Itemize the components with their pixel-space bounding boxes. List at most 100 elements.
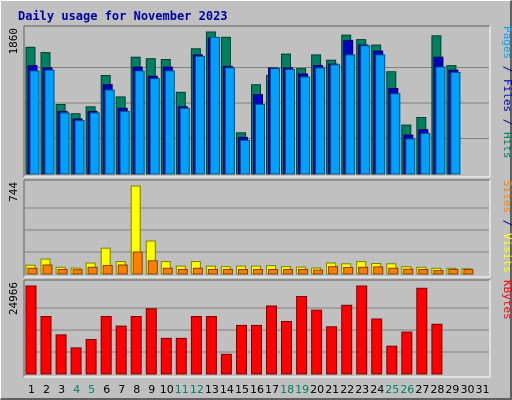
bar-pages-day-28 [435, 66, 446, 175]
legend-label: KBytes [501, 280, 512, 320]
bar-pages-day-19 [300, 76, 311, 175]
bar-pages-day-10 [164, 70, 175, 175]
x-tick-label: 11 [175, 383, 189, 396]
bar-sites-day-1 [27, 267, 38, 275]
x-tick-label: 27 [415, 383, 429, 396]
legend-kbytes: KBytes [501, 280, 512, 320]
x-tick-label: 22 [340, 383, 354, 396]
legend-sites: Sites [501, 180, 512, 213]
bar-sites-day-24 [373, 266, 384, 275]
bar-pages-day-29 [450, 72, 461, 175]
bar-kbytes-day-23 [356, 285, 368, 375]
bar-kbytes-day-13 [205, 316, 217, 375]
x-tick-label: 4 [73, 383, 80, 396]
bar-sites-day-19 [298, 269, 309, 275]
bar-kbytes-day-16 [251, 324, 262, 375]
bar-pages-day-23 [360, 45, 371, 175]
bar-kbytes-day-14 [220, 353, 232, 375]
legend-sep-3: / [501, 112, 512, 132]
bar-pages-day-24 [375, 54, 386, 175]
bar-sites-day-29 [448, 269, 459, 275]
bar-sites-day-16 [253, 269, 263, 275]
legend-visits: Visits [501, 233, 512, 273]
bar-pages-day-16 [255, 104, 265, 175]
bar-pages-day-15 [240, 139, 250, 175]
bar-kbytes-day-12 [190, 316, 202, 375]
bar-sites-day-21 [328, 266, 339, 275]
legend-label: Sites / Visits [501, 180, 512, 273]
chart-panels: 1860 Pages / Files / Hits 744 Sites / Visit… [7, 25, 512, 378]
bar-sites-day-10 [162, 267, 173, 275]
bar-pages-day-4 [74, 120, 85, 175]
bar-pages-day-3 [59, 112, 70, 175]
x-tick-label: 14 [220, 383, 234, 396]
legend-sep-1: / [501, 213, 512, 233]
x-tick-label: 26 [400, 383, 414, 396]
legend-label: Pages / Files / Hits [501, 26, 512, 159]
bar-pages-day-17 [270, 68, 280, 175]
bar-sites-day-14 [222, 269, 233, 275]
bar-sites-day-18 [283, 269, 293, 275]
x-tick-label: 31 [476, 383, 490, 396]
bar-pages-day-18 [285, 68, 295, 175]
bar-pages-day-5 [89, 112, 100, 175]
bar-sites-day-13 [207, 269, 218, 275]
legend-hits: Hits [501, 132, 512, 159]
bar-pages-day-20 [315, 67, 326, 175]
bar-kbytes-day-15 [236, 324, 247, 375]
bar-pages-day-1 [29, 70, 40, 175]
chart-title: Daily usage for November 2023 [18, 9, 228, 23]
bar-kbytes-day-28 [431, 323, 443, 375]
bar-sites-day-5 [87, 266, 98, 275]
panel-3: 24966 KBytes [7, 279, 512, 378]
bar-kbytes-day-22 [341, 304, 353, 375]
bar-pages-day-6 [104, 89, 115, 175]
x-tick-label: 23 [355, 383, 369, 396]
panel-background [24, 180, 490, 277]
bar-kbytes-day-5 [85, 339, 97, 375]
bar-sites-day-25 [388, 267, 399, 275]
bar-pages-day-11 [179, 107, 190, 175]
bar-sites-day-7 [117, 264, 128, 275]
x-tick-label: 12 [190, 383, 204, 396]
x-tick-label: 7 [118, 383, 125, 396]
bar-kbytes-day-19 [296, 296, 308, 375]
bar-pages-day-26 [405, 138, 416, 175]
bar-sites-day-4 [72, 269, 83, 275]
bar-kbytes-day-27 [416, 287, 428, 375]
panel-2: 744 Sites / Visits [7, 179, 512, 278]
bar-sites-day-23 [358, 266, 369, 275]
bar-sites-day-8 [132, 251, 143, 275]
bar-sites-day-26 [403, 268, 414, 275]
bar-pages-day-22 [345, 54, 356, 175]
y-max-label: 1860 [7, 28, 20, 55]
x-tick-label: 24 [370, 383, 384, 396]
x-tick-label: 18 [280, 383, 294, 396]
bar-pages-day-14 [224, 67, 235, 175]
y-max-label: 744 [7, 182, 20, 202]
panel-1: 1860 Pages / Files / Hits [7, 25, 512, 178]
bar-pages-day-12 [194, 55, 205, 175]
bar-kbytes-day-2 [40, 316, 52, 375]
x-tick-label: 2 [43, 383, 50, 396]
bar-kbytes-day-25 [386, 345, 398, 375]
bar-sites-day-28 [433, 270, 444, 275]
bar-kbytes-day-1 [25, 285, 37, 375]
bar-sites-day-3 [57, 269, 68, 275]
bar-kbytes-day-21 [326, 326, 338, 375]
x-tick-label: 29 [445, 383, 459, 396]
bar-kbytes-day-6 [100, 316, 112, 375]
x-tick-label: 1 [28, 383, 35, 396]
x-tick-label: 17 [265, 383, 279, 396]
bar-pages-day-2 [44, 69, 55, 175]
bar-sites-day-2 [42, 264, 53, 275]
bar-sites-day-15 [238, 269, 248, 275]
bar-kbytes-day-11 [175, 337, 187, 375]
x-tick-label: 30 [461, 383, 475, 396]
x-tick-label: 10 [160, 383, 174, 396]
x-tick-label: 20 [310, 383, 324, 396]
bar-kbytes-day-26 [401, 331, 413, 375]
bar-kbytes-day-8 [130, 316, 142, 375]
